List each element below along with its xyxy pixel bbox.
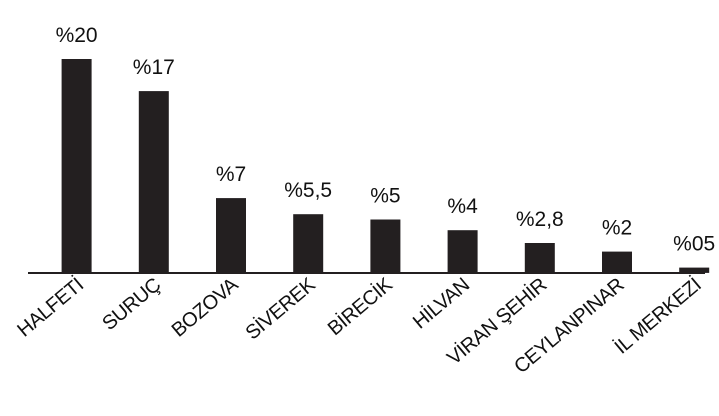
bar <box>293 214 324 273</box>
data-label: %20 <box>56 24 98 47</box>
bar <box>447 230 478 273</box>
category-labels-layer: HALFETİ SURUÇ BOZOVA SİVEREK BİRECİK HİLVANVİ… <box>13 272 706 378</box>
bar <box>138 91 169 273</box>
category-label: BİRECİK <box>323 272 397 340</box>
data-label: %7 <box>216 163 246 186</box>
data-label: %5 <box>370 185 400 208</box>
category-label: SİVEREK <box>241 272 320 344</box>
category-label: HİLVAN <box>408 273 474 333</box>
category-label: BOZOVA <box>168 273 243 341</box>
category-label: İL MERKEZİ <box>610 273 706 358</box>
bar <box>370 219 401 273</box>
data-label: %17 <box>133 56 175 79</box>
data-label: %2,8 <box>516 208 564 231</box>
bar <box>679 267 710 273</box>
data-labels-layer: %20 %17 %7 %5,5 %5 %4 %2,8 %2 %05 <box>56 24 716 256</box>
bars-layer <box>61 59 710 273</box>
category-label: HALFETİ <box>13 273 88 341</box>
bar <box>602 251 632 273</box>
category-label: SURUÇ <box>98 274 165 335</box>
bar <box>216 198 246 273</box>
bar <box>524 243 555 273</box>
data-label: %05 <box>673 233 715 256</box>
data-label: %5,5 <box>284 179 332 202</box>
bar <box>61 59 92 273</box>
data-label: %4 <box>447 195 478 218</box>
data-label: %2 <box>602 217 632 240</box>
